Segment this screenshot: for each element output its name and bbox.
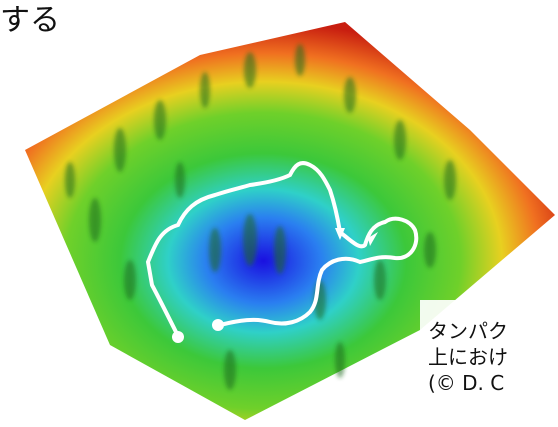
heading: する <box>0 3 60 38</box>
caption-line: (© D. C <box>428 371 504 395</box>
slide: する タンパク 上におけ (© D. C <box>0 0 558 427</box>
caption-line: タンパク <box>428 319 508 343</box>
caption-line: 上におけ <box>428 345 508 369</box>
